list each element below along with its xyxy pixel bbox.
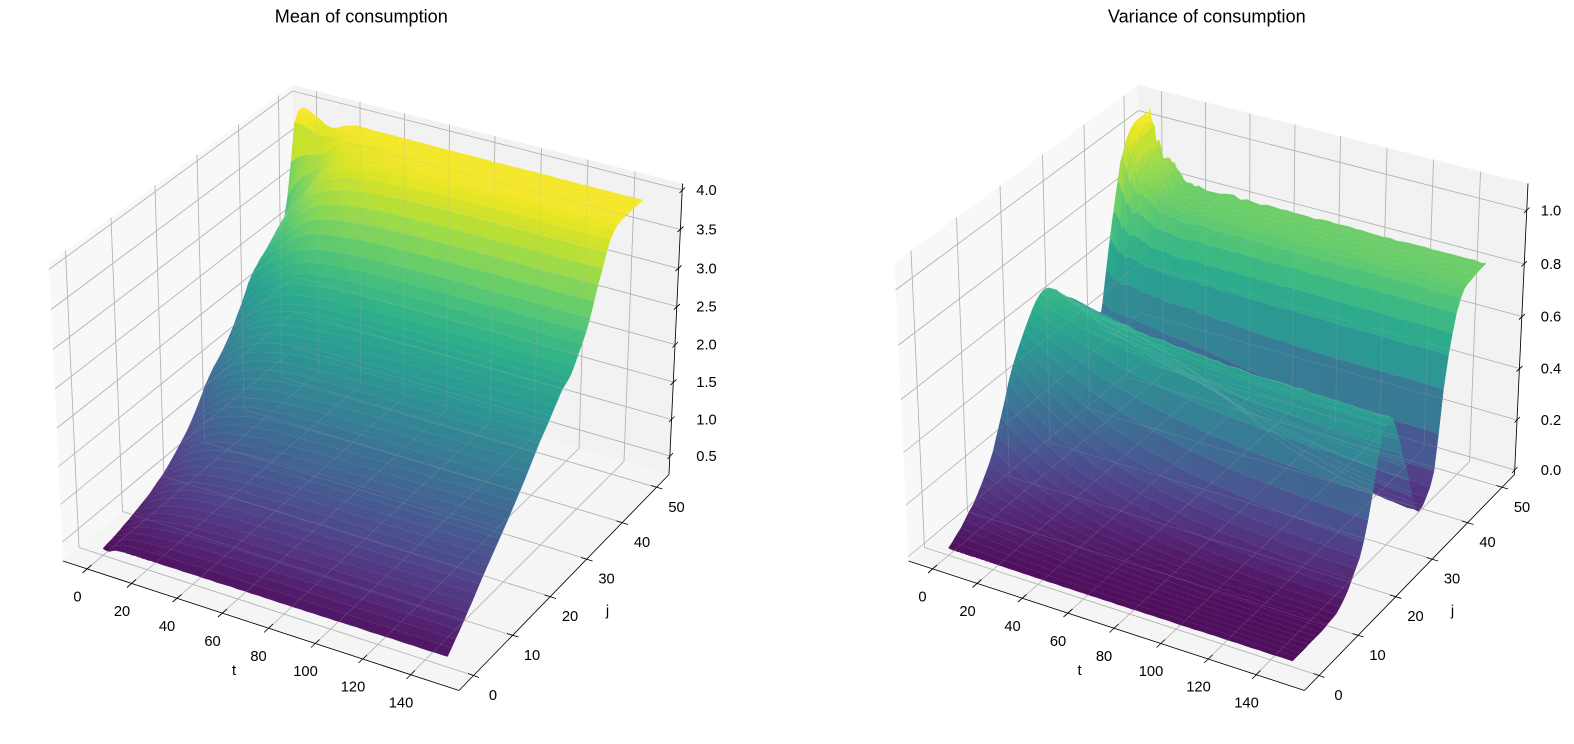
svg-text:t: t: [1077, 663, 1081, 679]
svg-text:60: 60: [1050, 634, 1066, 650]
svg-text:0.5: 0.5: [696, 449, 716, 465]
svg-text:0: 0: [918, 590, 926, 606]
svg-text:Mean of consumption: Mean of consumption: [275, 7, 448, 27]
svg-text:40: 40: [159, 619, 175, 635]
svg-text:20: 20: [959, 604, 975, 620]
svg-text:100: 100: [293, 664, 318, 680]
svg-text:20: 20: [1407, 609, 1423, 625]
svg-text:1.0: 1.0: [1541, 204, 1561, 220]
svg-text:100: 100: [1139, 664, 1164, 680]
svg-text:4.0: 4.0: [696, 183, 716, 199]
svg-text:t: t: [232, 663, 236, 679]
svg-text:0.2: 0.2: [1541, 413, 1561, 429]
svg-text:1.0: 1.0: [696, 413, 716, 429]
svg-text:50: 50: [1514, 500, 1530, 516]
svg-text:20: 20: [114, 604, 130, 620]
svg-text:30: 30: [598, 572, 614, 588]
svg-text:0.8: 0.8: [1541, 257, 1561, 273]
svg-text:40: 40: [1004, 619, 1020, 635]
svg-text:3.0: 3.0: [696, 262, 716, 278]
svg-text:80: 80: [250, 649, 266, 665]
svg-text:60: 60: [204, 634, 220, 650]
svg-text:10: 10: [1369, 648, 1385, 664]
svg-text:j: j: [1450, 604, 1454, 620]
svg-text:120: 120: [341, 680, 366, 696]
svg-text:40: 40: [1479, 535, 1495, 551]
svg-text:50: 50: [668, 500, 684, 516]
svg-text:2.5: 2.5: [696, 300, 716, 316]
svg-text:3.5: 3.5: [696, 223, 716, 239]
svg-text:j: j: [605, 604, 609, 620]
svg-text:20: 20: [562, 609, 578, 625]
svg-text:80: 80: [1096, 649, 1112, 665]
svg-text:Variance of consumption: Variance of consumption: [1108, 7, 1306, 27]
svg-text:0: 0: [73, 590, 81, 606]
svg-text:2.0: 2.0: [696, 338, 716, 354]
svg-text:0: 0: [489, 688, 497, 704]
svg-text:0.0: 0.0: [1541, 463, 1561, 479]
svg-text:0: 0: [1334, 688, 1342, 704]
svg-text:0.4: 0.4: [1541, 362, 1561, 378]
svg-text:140: 140: [1234, 696, 1259, 712]
svg-text:1.5: 1.5: [696, 375, 716, 391]
svg-text:30: 30: [1444, 572, 1460, 588]
svg-text:140: 140: [389, 696, 414, 712]
svg-text:120: 120: [1186, 680, 1211, 696]
svg-text:10: 10: [524, 648, 540, 664]
svg-text:40: 40: [634, 535, 650, 551]
svg-text:0.6: 0.6: [1541, 310, 1561, 326]
